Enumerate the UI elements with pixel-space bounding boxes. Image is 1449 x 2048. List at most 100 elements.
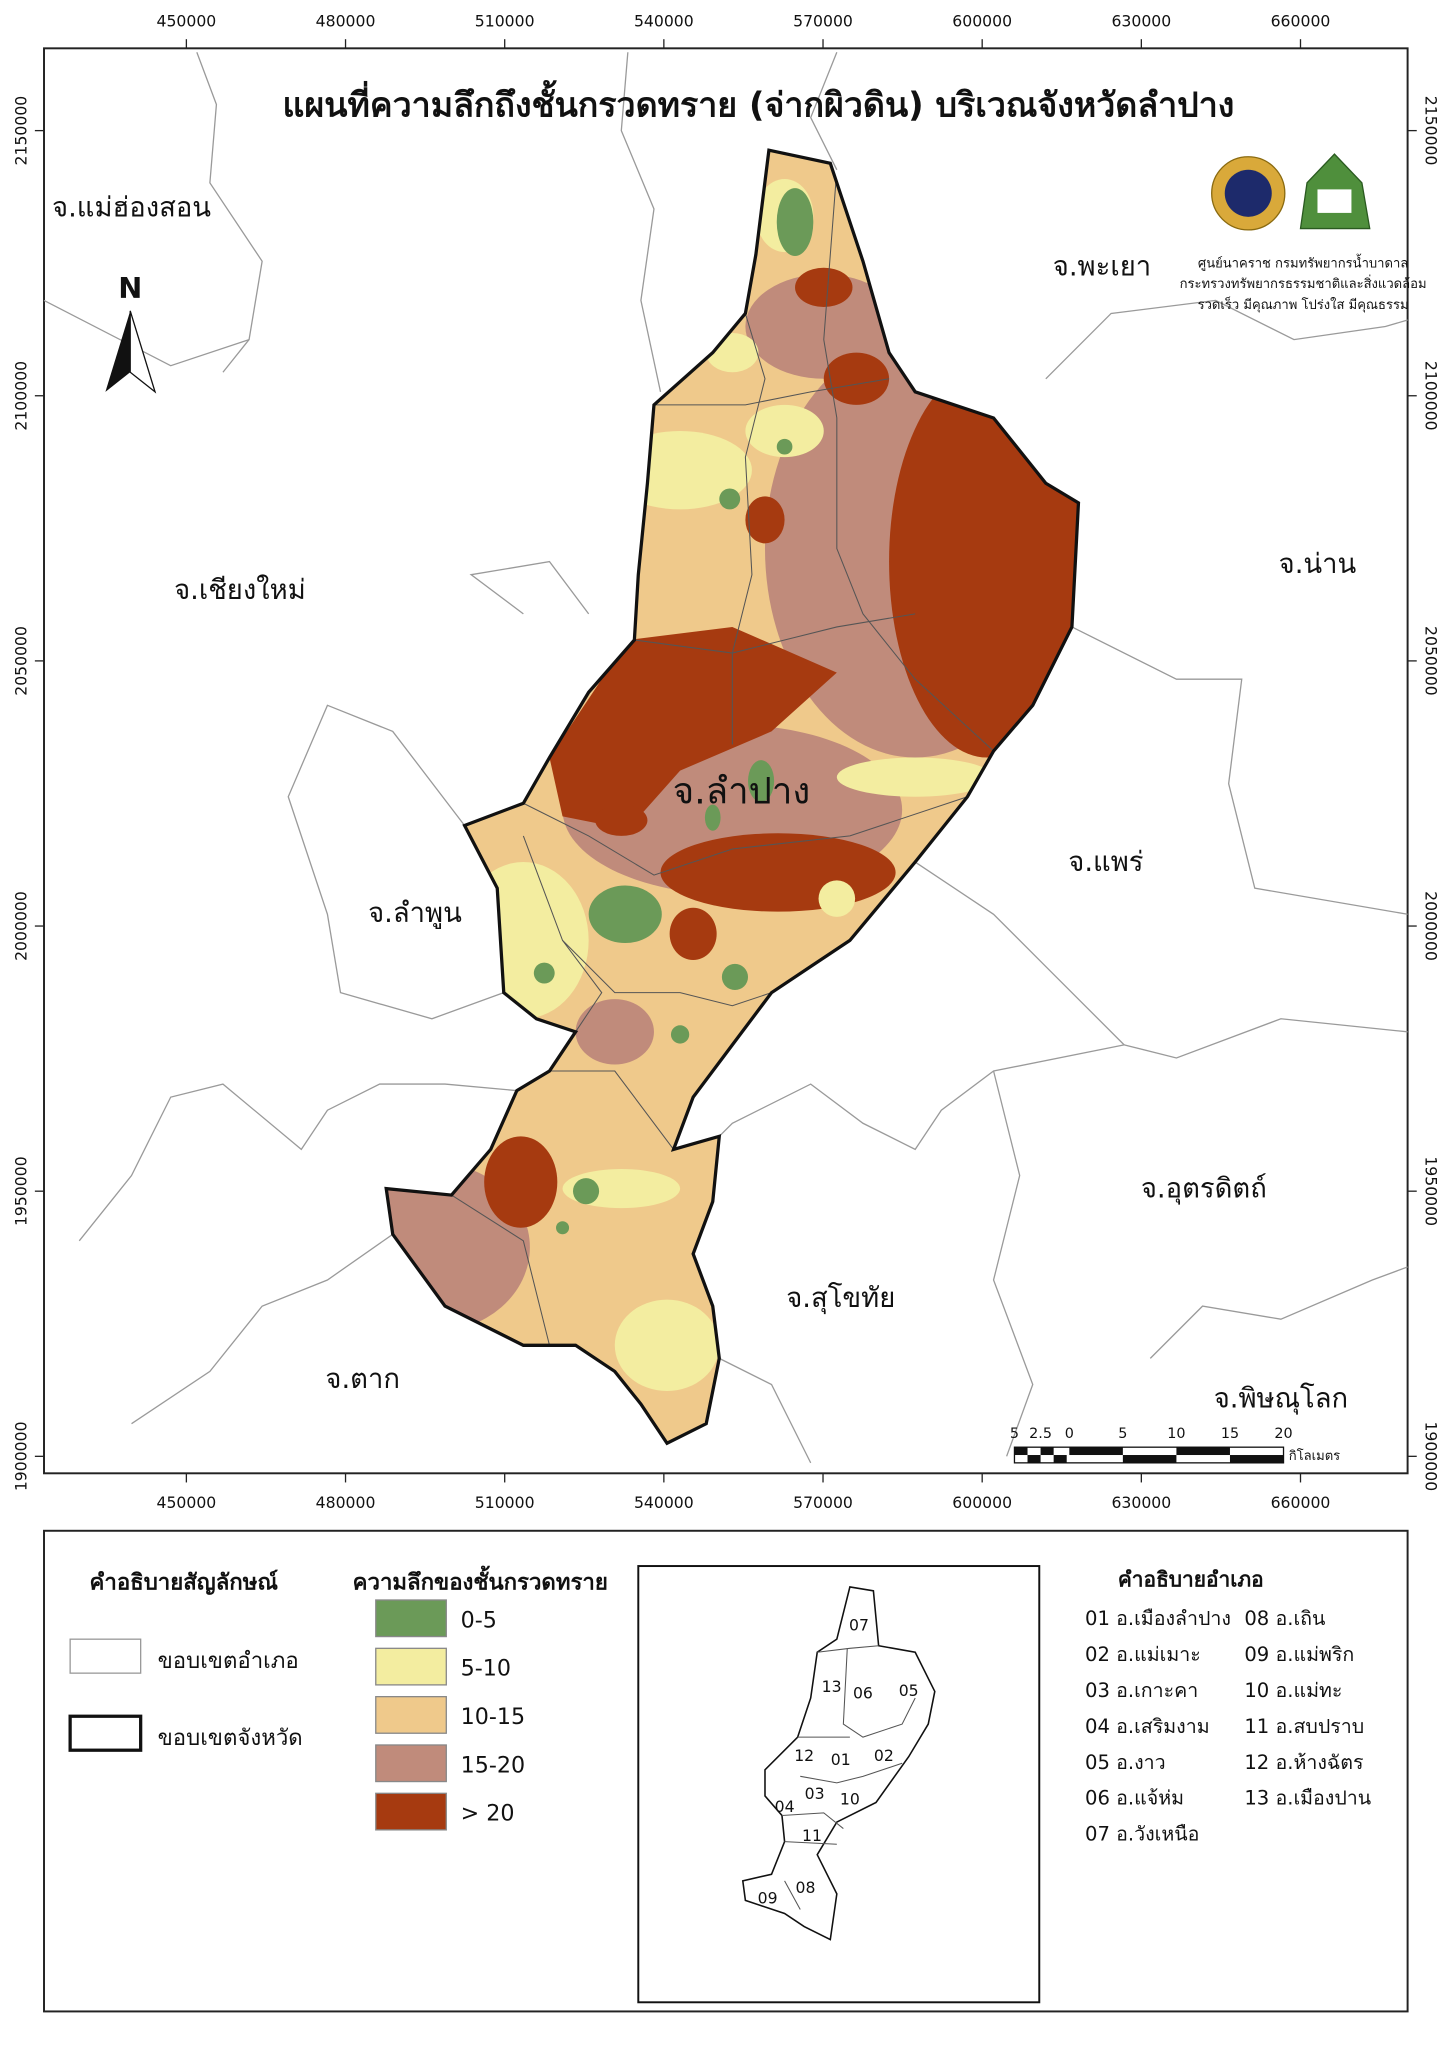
province-label: จ.แพร่ [1068, 847, 1143, 878]
agency-text: กระทรวงทรัพยากรธรรมชาติและสิ่งแวดล้อม [1180, 274, 1427, 292]
legend-class-label: 15-20 [461, 1752, 525, 1778]
district-item: 10 อ.แม่ทะ [1244, 1679, 1342, 1702]
province-label: จ.น่าน [1279, 549, 1357, 580]
x-tick-label: 660000 [1271, 1493, 1331, 1512]
y-tick-label: 1950000 [11, 1156, 30, 1226]
scale-label: 10 [1167, 1426, 1185, 1442]
district-item: 09 อ.แม่พริก [1244, 1643, 1354, 1666]
x-tick-label: 570000 [793, 12, 853, 31]
province-label: จ.เชียงใหม่ [174, 574, 306, 606]
district-item: 13 อ.เมืองปาน [1244, 1787, 1371, 1810]
agency-text: ศูนย์นาคราช กรมทรัพยากรน้ำบาดาล [1198, 253, 1408, 271]
x-tick-label: 510000 [475, 12, 535, 31]
district-item: 02 อ.แม่เมาะ [1085, 1643, 1201, 1666]
province-label: จ.พิษณุโลก [1214, 1383, 1348, 1416]
inset-label: 07 [849, 1616, 869, 1635]
x-tick-label: 480000 [316, 1493, 376, 1512]
district-item: 05 อ.งาว [1085, 1751, 1166, 1774]
main-province-label: จ.ลำปาง [673, 769, 811, 812]
legend-class-label: > 20 [461, 1801, 515, 1827]
inset-label: 13 [822, 1677, 842, 1696]
legend-swatch [375, 1792, 447, 1831]
y-tick-label: 1900000 [1421, 1421, 1440, 1491]
logo [1224, 169, 1272, 217]
district-boundaries [451, 169, 994, 1346]
legend-class-label: 0-5 [461, 1607, 497, 1633]
inset-label: 11 [802, 1826, 822, 1845]
district-item: 11 อ.สบปราบ [1244, 1715, 1364, 1738]
legend-title: คำอธิบายสัญลักษณ์ [90, 1570, 279, 1596]
legend-swatch [375, 1599, 447, 1638]
district-item: 12 อ.ห้างฉัตร [1244, 1751, 1363, 1774]
province-label: จ.แม่ฮ่องสอน [52, 192, 211, 223]
agency-text: รวดเร็ว มีคุณภาพ โปร่งใส มีคุณธรรม [1198, 295, 1409, 313]
x-tick-label: 540000 [634, 1493, 694, 1512]
north-label: N [118, 271, 142, 305]
depth-zone [533, 188, 814, 1235]
scale-label: 2.5 [1029, 1426, 1052, 1442]
legend-swatch-district [69, 1638, 142, 1674]
inset-label: 03 [805, 1784, 825, 1803]
legend-frame [43, 1529, 1409, 2013]
scale-label: 0 [1065, 1426, 1074, 1442]
legend-swatch [375, 1695, 447, 1734]
inset-label: 02 [874, 1746, 894, 1765]
legend-item: ขอบเขตอำเภอ [158, 1648, 299, 1674]
inset-label: 10 [840, 1789, 860, 1808]
legend-item: ขอบเขตจังหวัด [158, 1725, 303, 1751]
y-tick-label: 2100000 [11, 361, 30, 431]
province-outline [384, 148, 1081, 1446]
y-tick-label: 1900000 [11, 1421, 30, 1491]
inset-label: 12 [794, 1746, 814, 1765]
legend-class-label: 10-15 [461, 1704, 525, 1730]
y-tick-label: 1950000 [1421, 1156, 1440, 1226]
province-boundaries [43, 52, 1408, 1464]
district-item: 06 อ.แจ้ห่ม [1085, 1787, 1184, 1810]
x-tick-label: 510000 [475, 1493, 535, 1512]
scale-label: 20 [1274, 1426, 1292, 1442]
inset-label: 05 [899, 1681, 919, 1700]
district-item: 07 อ.วังเหนือ [1085, 1823, 1199, 1846]
y-tick-label: 2000000 [1421, 891, 1440, 961]
x-tick-label: 600000 [952, 12, 1012, 31]
legend-swatch-province [68, 1714, 143, 1752]
inset-label: 04 [775, 1797, 795, 1816]
x-tick-label: 480000 [316, 12, 376, 31]
scale-label: 5 [1010, 1426, 1019, 1442]
y-tick-label: 2050000 [1421, 626, 1440, 696]
y-tick-label: 2000000 [11, 891, 30, 961]
scale-unit: กิโลเมตร [1289, 1448, 1341, 1464]
scale-label: 15 [1221, 1426, 1239, 1442]
x-tick-label: 450000 [156, 12, 216, 31]
x-tick-label: 660000 [1271, 12, 1331, 31]
province-label: จ.ตาก [325, 1364, 400, 1395]
province-label: จ.ลำพูน [368, 898, 462, 929]
districts-title: คำอธิบายอำเภอ [1118, 1567, 1264, 1591]
logo [1317, 189, 1352, 213]
x-tick-label: 540000 [634, 12, 694, 31]
y-tick-label: 2100000 [1421, 361, 1440, 431]
y-tick-label: 2150000 [11, 96, 30, 166]
y-tick-label: 2150000 [1421, 96, 1440, 166]
legend-class-label: 5-10 [461, 1656, 511, 1682]
legend-swatch [375, 1744, 447, 1783]
province-label: จ.พะเยา [1053, 251, 1151, 282]
inset-label: 09 [758, 1889, 778, 1908]
x-tick-label: 450000 [156, 1493, 216, 1512]
district-item: 08 อ.เถิน [1244, 1607, 1325, 1630]
y-tick-label: 2050000 [11, 626, 30, 696]
x-tick-label: 600000 [952, 1493, 1012, 1512]
inset-label: 08 [796, 1878, 816, 1897]
district-item: 04 อ.เสริมงาม [1085, 1715, 1210, 1738]
province-label: จ.อุตรดิตถ์ [1141, 1172, 1267, 1205]
inset-districts [781, 1645, 916, 1910]
inset-label: 01 [831, 1750, 851, 1769]
district-item: 01 อ.เมืองลำปาง [1085, 1607, 1231, 1630]
depth-legend-title: ความลึกของชั้นกรวดทราย [353, 1565, 608, 1596]
x-tick-label: 570000 [793, 1493, 853, 1512]
inset-label: 06 [853, 1684, 873, 1703]
x-tick-label: 630000 [1111, 12, 1171, 31]
scale-label: 5 [1118, 1426, 1127, 1442]
